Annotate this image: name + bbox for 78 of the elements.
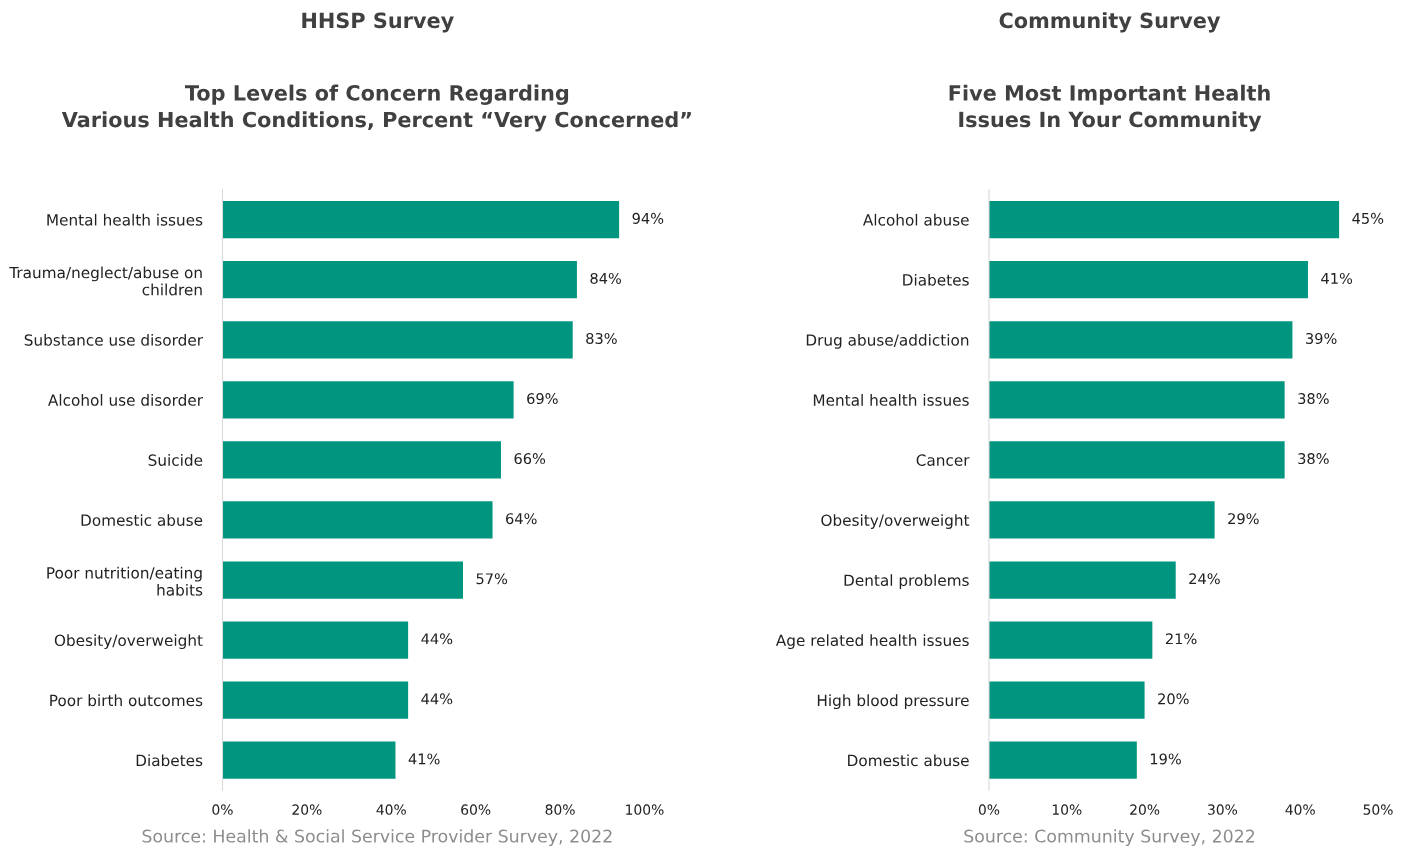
y-tick-label: Domestic abuse — [81, 514, 203, 526]
bar — [988, 261, 1308, 299]
data-label: 83% — [586, 332, 617, 344]
bar — [988, 681, 1145, 719]
y-tick-label: Age related health issues — [775, 634, 969, 650]
data-label: 57% — [476, 573, 508, 585]
data-label: 20% — [1158, 693, 1189, 705]
bar — [222, 501, 493, 539]
source-note: Source: Health & Social Service Provider Survey, 2022 — [142, 829, 612, 846]
data-label: 41% — [408, 753, 440, 765]
x-tick-label: 50% — [1363, 804, 1393, 815]
x-tick-label: 40% — [1285, 804, 1315, 815]
y-tick-label: Substance use disorder — [24, 333, 204, 346]
y-tick-label: Diabetes — [903, 273, 969, 286]
chart-subtitle: Top Levels of Concern Regarding Various Health Conditions, Percent “Very Concerned” — [61, 84, 691, 132]
x-tick-label: 60% — [461, 804, 491, 815]
bar — [988, 441, 1285, 479]
y-tick-label: Dental problems — [844, 574, 969, 589]
data-label: 94% — [632, 212, 664, 224]
y-tick-label: Mental health issues — [47, 213, 203, 226]
y-tick-label: Domestic abuse — [848, 754, 969, 767]
data-label: 44% — [421, 693, 453, 705]
bar — [222, 201, 620, 239]
y-tick-label: Obesity/overweight — [54, 634, 203, 650]
x-tick-label: 20% — [292, 804, 322, 815]
x-tick-label: 0% — [978, 804, 1000, 815]
bar — [988, 621, 1153, 659]
bar — [222, 381, 514, 419]
chart-title: HHSP Survey — [302, 12, 454, 33]
x-tick-label: 80% — [545, 804, 575, 815]
x-tick-label: 30% — [1208, 804, 1238, 815]
bar — [988, 381, 1285, 419]
x-tick-label: 100% — [626, 804, 664, 815]
bar — [988, 741, 1137, 779]
data-label: 19% — [1150, 753, 1181, 765]
source-note: Source: Community Survey, 2022 — [964, 829, 1255, 846]
data-label: 24% — [1189, 573, 1220, 585]
data-label: 44% — [421, 633, 453, 645]
bar — [988, 201, 1340, 239]
bar — [222, 681, 409, 719]
data-label: 29% — [1228, 513, 1259, 525]
bar — [222, 741, 396, 779]
y-tick-label: Diabetes — [136, 754, 203, 767]
data-label: 66% — [514, 453, 546, 465]
data-label: 21% — [1165, 633, 1197, 645]
y-tick-label: Poor nutrition/eating habits — [47, 566, 203, 596]
bar — [222, 621, 409, 659]
y-tick-label: Obesity/overweight — [821, 514, 970, 529]
y-tick-label: Alcohol use disorder — [48, 394, 204, 406]
data-label: 84% — [590, 272, 622, 284]
bar — [988, 561, 1176, 599]
y-tick-label: Drug abuse/addiction — [806, 333, 969, 349]
data-label: 38% — [1298, 453, 1329, 465]
x-tick-label: 0% — [212, 804, 233, 815]
y-tick-label: Suicide — [148, 454, 203, 466]
chart-title: Community Survey — [999, 12, 1221, 33]
data-label: 69% — [527, 393, 558, 405]
bar — [222, 561, 463, 599]
y-tick-label: Cancer — [916, 454, 970, 466]
data-label: 39% — [1306, 332, 1337, 344]
y-tick-label: Trauma/neglect/abuse on children — [9, 266, 202, 296]
bar — [222, 261, 577, 299]
bar — [222, 321, 573, 359]
x-tick-label: 20% — [1130, 804, 1160, 815]
data-label: 64% — [506, 513, 537, 525]
x-tick-label: 40% — [376, 804, 406, 815]
y-tick-label: Poor birth outcomes — [50, 694, 203, 707]
bar — [222, 441, 501, 479]
data-label: 41% — [1321, 272, 1353, 284]
bar — [988, 321, 1293, 359]
x-tick-label: 10% — [1052, 804, 1082, 815]
y-tick-label: Alcohol abuse — [862, 213, 969, 226]
data-label: 38% — [1298, 393, 1329, 405]
y-tick-label: Mental health issues — [813, 394, 969, 406]
chart-subtitle: Five Most Important Health Issues In Your Community — [949, 84, 1270, 132]
data-label: 45% — [1352, 212, 1384, 224]
y-tick-label: High blood pressure — [817, 694, 969, 710]
bar — [988, 501, 1215, 539]
